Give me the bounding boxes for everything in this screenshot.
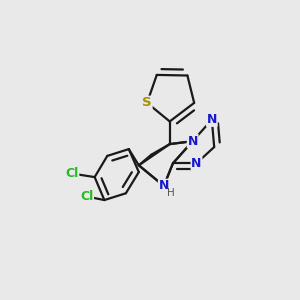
Text: N: N <box>159 179 169 192</box>
Text: Cl: Cl <box>80 190 93 203</box>
Text: N: N <box>207 113 217 126</box>
Text: N: N <box>191 157 202 170</box>
Text: S: S <box>142 96 152 110</box>
Text: N: N <box>188 135 198 148</box>
Text: Cl: Cl <box>65 167 79 180</box>
Text: H: H <box>167 188 175 198</box>
